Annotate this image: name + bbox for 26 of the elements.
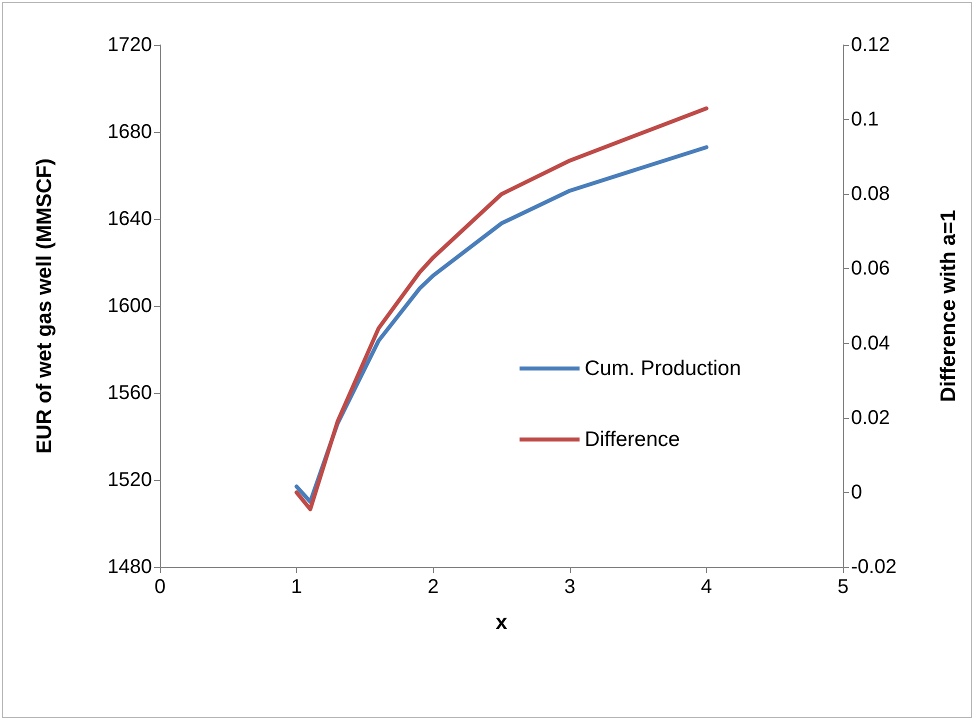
y2-tick-label: 0.02 — [851, 406, 890, 429]
x-tick-label: 5 — [837, 576, 849, 598]
y-tick-label: 1600 — [108, 295, 152, 317]
x-tick-label: 3 — [564, 576, 576, 598]
y2-tick-label: 0.1 — [851, 108, 879, 131]
y2-tick-label: 0 — [851, 481, 862, 504]
x-axis-title: x — [496, 611, 508, 634]
y2-tick-label: 0.04 — [851, 332, 890, 354]
y2-tick-label: 0.08 — [851, 183, 890, 206]
y2-tick-label: -0.02 — [851, 556, 897, 578]
y-tick-label: 1720 — [108, 34, 152, 56]
x-tick-label: 2 — [428, 576, 439, 598]
y2-tick-label: 0.12 — [851, 34, 890, 56]
y-axis-title: EUR of wet gas well (MMSCF) — [33, 158, 56, 454]
y2-tick-label: 0.06 — [851, 258, 890, 280]
legend-label: Cum. Production — [584, 357, 742, 380]
x-tick-label: 4 — [700, 576, 712, 598]
x-tick-label: 0 — [154, 576, 166, 598]
y2-axis-title: Difference with a=1 — [937, 210, 960, 402]
y-tick-label: 1680 — [108, 121, 152, 143]
legend-label: Difference — [584, 428, 680, 451]
y-tick-label: 1520 — [108, 469, 152, 491]
y-tick-label: 1640 — [108, 208, 152, 230]
y-tick-label: 1560 — [108, 382, 152, 404]
y-tick-label: 1480 — [108, 556, 152, 578]
x-tick-label: 1 — [291, 576, 302, 598]
